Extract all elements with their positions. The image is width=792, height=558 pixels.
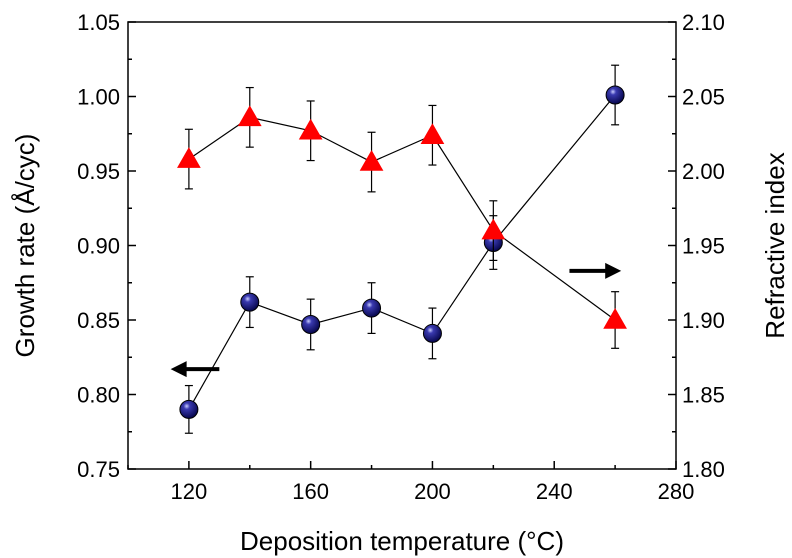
triangle-marker	[421, 124, 443, 143]
sphere-marker	[423, 324, 441, 342]
right-axis-arrow	[569, 263, 621, 279]
y2-tick-label: 2.05	[682, 85, 725, 110]
plot-frame	[128, 22, 676, 469]
y2-tick-label: 2.10	[682, 10, 725, 35]
x-axis-title: Deposition temperature (°C)	[240, 526, 564, 556]
triangle-marker	[239, 106, 261, 125]
y-tick-label: 1.05	[77, 10, 120, 35]
triangle-marker	[178, 148, 200, 167]
arrow-head	[171, 361, 187, 377]
axes: 120 160 200 240 280 0.75 0.80 0.85 0.90 0.95 1.00 1…	[77, 10, 725, 504]
y2-axis-title: Refractive index	[760, 152, 790, 338]
x-tick-label: 280	[658, 479, 695, 504]
triangle-marker	[604, 309, 626, 328]
y-tick-label: 0.95	[77, 159, 120, 184]
y-tick-label: 1.00	[77, 85, 120, 110]
x-tick-label: 160	[292, 479, 329, 504]
sphere-marker	[241, 293, 259, 311]
x-tick-label: 240	[536, 479, 573, 504]
arrow-head	[605, 263, 621, 279]
x-tick-label: 120	[171, 479, 208, 504]
sphere-marker	[606, 86, 624, 104]
y-tick-label: 0.90	[77, 234, 120, 259]
sphere-marker	[302, 315, 320, 333]
y-tick-label: 0.80	[77, 383, 120, 408]
triangle-marker	[361, 151, 383, 170]
y-tick-label: 0.85	[77, 308, 120, 333]
y-tick-label: 0.75	[77, 457, 120, 482]
y-axis-title: Growth rate (Å/cyc)	[10, 134, 40, 358]
sphere-marker	[180, 400, 198, 418]
y2-tick-label: 1.85	[682, 383, 725, 408]
x-tick-label: 200	[414, 479, 451, 504]
y2-tick-label: 1.90	[682, 308, 725, 333]
growth-rate-line	[189, 95, 615, 409]
y2-tick-label: 1.95	[682, 234, 725, 259]
left-axis-arrow	[171, 361, 220, 377]
triangle-marker	[482, 220, 504, 239]
plot-area	[171, 65, 626, 433]
sphere-marker	[363, 299, 381, 317]
y2-tick-label: 1.80	[682, 457, 725, 482]
y2-tick-label: 2.00	[682, 159, 725, 184]
